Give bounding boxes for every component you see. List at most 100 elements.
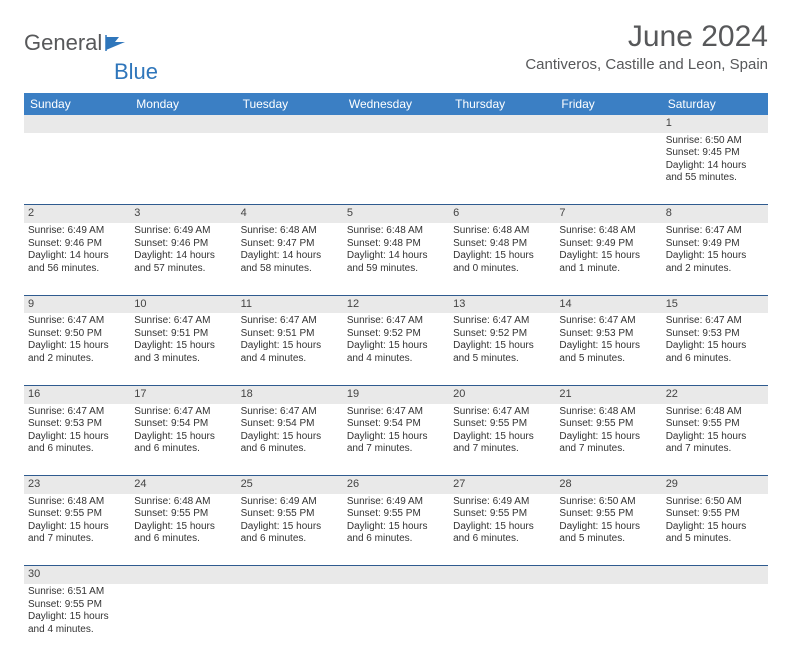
day-info-line: Sunrise: 6:48 AM	[134, 496, 232, 509]
day-cell: Sunrise: 6:47 AMSunset: 9:51 PMDaylight:…	[130, 313, 236, 385]
day-info-line: Daylight: 15 hours and 6 minutes.	[134, 431, 232, 456]
day-info-line: Daylight: 14 hours and 56 minutes.	[28, 250, 126, 275]
location-subtitle: Cantiveros, Castille and Leon, Spain	[525, 56, 768, 73]
day-info-line: Sunrise: 6:47 AM	[347, 406, 445, 419]
day-info-line: Sunset: 9:55 PM	[559, 418, 657, 431]
day-number: 23	[24, 476, 130, 494]
day-info-line: Sunset: 9:55 PM	[453, 508, 551, 521]
day-cell: Sunrise: 6:50 AMSunset: 9:45 PMDaylight:…	[662, 133, 768, 205]
day-number: 12	[343, 295, 449, 313]
day-number	[555, 115, 661, 133]
day-info-line: Sunrise: 6:48 AM	[453, 225, 551, 238]
day-cell	[449, 133, 555, 205]
day-info-line: Daylight: 15 hours and 6 minutes.	[347, 521, 445, 546]
day-cell: Sunrise: 6:49 AMSunset: 9:46 PMDaylight:…	[130, 223, 236, 295]
day-number	[237, 115, 343, 133]
day-cell: Sunrise: 6:50 AMSunset: 9:55 PMDaylight:…	[662, 494, 768, 566]
day-number: 1	[662, 115, 768, 133]
day-info-line: Sunrise: 6:47 AM	[347, 315, 445, 328]
day-header: Thursday	[449, 93, 555, 115]
day-info-line: Daylight: 15 hours and 7 minutes.	[347, 431, 445, 456]
day-info-line: Sunset: 9:54 PM	[134, 418, 232, 431]
week-row: Sunrise: 6:47 AMSunset: 9:50 PMDaylight:…	[24, 313, 768, 385]
day-number: 3	[130, 205, 236, 223]
day-cell	[130, 133, 236, 205]
day-info-line: Sunset: 9:46 PM	[134, 238, 232, 251]
day-number	[449, 115, 555, 133]
day-info-line: Daylight: 15 hours and 2 minutes.	[28, 340, 126, 365]
day-cell: Sunrise: 6:47 AMSunset: 9:49 PMDaylight:…	[662, 223, 768, 295]
day-number: 9	[24, 295, 130, 313]
day-number: 17	[130, 385, 236, 403]
day-info-line: Sunset: 9:45 PM	[666, 147, 764, 160]
day-number	[130, 115, 236, 133]
day-cell: Sunrise: 6:48 AMSunset: 9:55 PMDaylight:…	[662, 404, 768, 476]
day-number: 29	[662, 476, 768, 494]
day-number	[555, 566, 661, 584]
day-number: 2	[24, 205, 130, 223]
day-number: 5	[343, 205, 449, 223]
day-number: 4	[237, 205, 343, 223]
day-info-line: Sunset: 9:53 PM	[666, 328, 764, 341]
day-cell: Sunrise: 6:51 AMSunset: 9:55 PMDaylight:…	[24, 584, 130, 656]
month-title: June 2024	[525, 20, 768, 54]
day-cell: Sunrise: 6:47 AMSunset: 9:52 PMDaylight:…	[343, 313, 449, 385]
day-info-line: Daylight: 14 hours and 59 minutes.	[347, 250, 445, 275]
day-number: 11	[237, 295, 343, 313]
day-header: Monday	[130, 93, 236, 115]
day-cell: Sunrise: 6:47 AMSunset: 9:52 PMDaylight:…	[449, 313, 555, 385]
daynum-row: 30	[24, 566, 768, 584]
daynum-row: 16171819202122	[24, 385, 768, 403]
day-cell: Sunrise: 6:48 AMSunset: 9:48 PMDaylight:…	[343, 223, 449, 295]
day-number: 19	[343, 385, 449, 403]
day-info-line: Sunrise: 6:47 AM	[666, 225, 764, 238]
day-cell: Sunrise: 6:48 AMSunset: 9:55 PMDaylight:…	[24, 494, 130, 566]
daynum-row: 1	[24, 115, 768, 133]
day-info-line: Sunrise: 6:48 AM	[559, 406, 657, 419]
day-cell: Sunrise: 6:50 AMSunset: 9:55 PMDaylight:…	[555, 494, 661, 566]
week-row: Sunrise: 6:47 AMSunset: 9:53 PMDaylight:…	[24, 404, 768, 476]
day-number: 30	[24, 566, 130, 584]
day-number: 21	[555, 385, 661, 403]
day-info-line: Daylight: 15 hours and 2 minutes.	[666, 250, 764, 275]
day-info-line: Daylight: 14 hours and 57 minutes.	[134, 250, 232, 275]
day-info-line: Sunrise: 6:51 AM	[28, 586, 126, 599]
day-info-line: Sunrise: 6:47 AM	[453, 315, 551, 328]
day-cell	[24, 133, 130, 205]
week-row: Sunrise: 6:49 AMSunset: 9:46 PMDaylight:…	[24, 223, 768, 295]
day-info-line: Sunset: 9:48 PM	[453, 238, 551, 251]
day-info-line: Sunrise: 6:49 AM	[134, 225, 232, 238]
day-info-line: Sunset: 9:55 PM	[666, 508, 764, 521]
day-header: Friday	[555, 93, 661, 115]
day-info-line: Sunrise: 6:50 AM	[666, 135, 764, 148]
day-info-line: Daylight: 15 hours and 7 minutes.	[28, 521, 126, 546]
day-info-line: Daylight: 15 hours and 6 minutes.	[241, 431, 339, 456]
daynum-row: 2345678	[24, 205, 768, 223]
calendar-table: Sunday Monday Tuesday Wednesday Thursday…	[24, 93, 768, 656]
day-number	[343, 115, 449, 133]
day-cell: Sunrise: 6:47 AMSunset: 9:50 PMDaylight:…	[24, 313, 130, 385]
day-info-line: Sunrise: 6:49 AM	[28, 225, 126, 238]
day-number: 25	[237, 476, 343, 494]
day-info-line: Sunrise: 6:47 AM	[453, 406, 551, 419]
day-info-line: Sunset: 9:53 PM	[28, 418, 126, 431]
day-number	[449, 566, 555, 584]
day-number	[662, 566, 768, 584]
day-cell: Sunrise: 6:47 AMSunset: 9:54 PMDaylight:…	[130, 404, 236, 476]
day-cell: Sunrise: 6:49 AMSunset: 9:55 PMDaylight:…	[237, 494, 343, 566]
day-info-line: Sunset: 9:49 PM	[559, 238, 657, 251]
day-info-line: Daylight: 15 hours and 5 minutes.	[559, 340, 657, 365]
day-header-row: Sunday Monday Tuesday Wednesday Thursday…	[24, 93, 768, 115]
day-number: 13	[449, 295, 555, 313]
day-info-line: Sunset: 9:53 PM	[559, 328, 657, 341]
day-number: 26	[343, 476, 449, 494]
day-info-line: Daylight: 15 hours and 5 minutes.	[666, 521, 764, 546]
day-info-line: Sunset: 9:55 PM	[453, 418, 551, 431]
day-info-line: Daylight: 15 hours and 4 minutes.	[347, 340, 445, 365]
day-info-line: Sunrise: 6:47 AM	[28, 406, 126, 419]
day-info-line: Sunset: 9:50 PM	[28, 328, 126, 341]
day-header: Tuesday	[237, 93, 343, 115]
day-info-line: Sunset: 9:55 PM	[241, 508, 339, 521]
day-info-line: Sunset: 9:52 PM	[347, 328, 445, 341]
day-info-line: Daylight: 15 hours and 7 minutes.	[453, 431, 551, 456]
